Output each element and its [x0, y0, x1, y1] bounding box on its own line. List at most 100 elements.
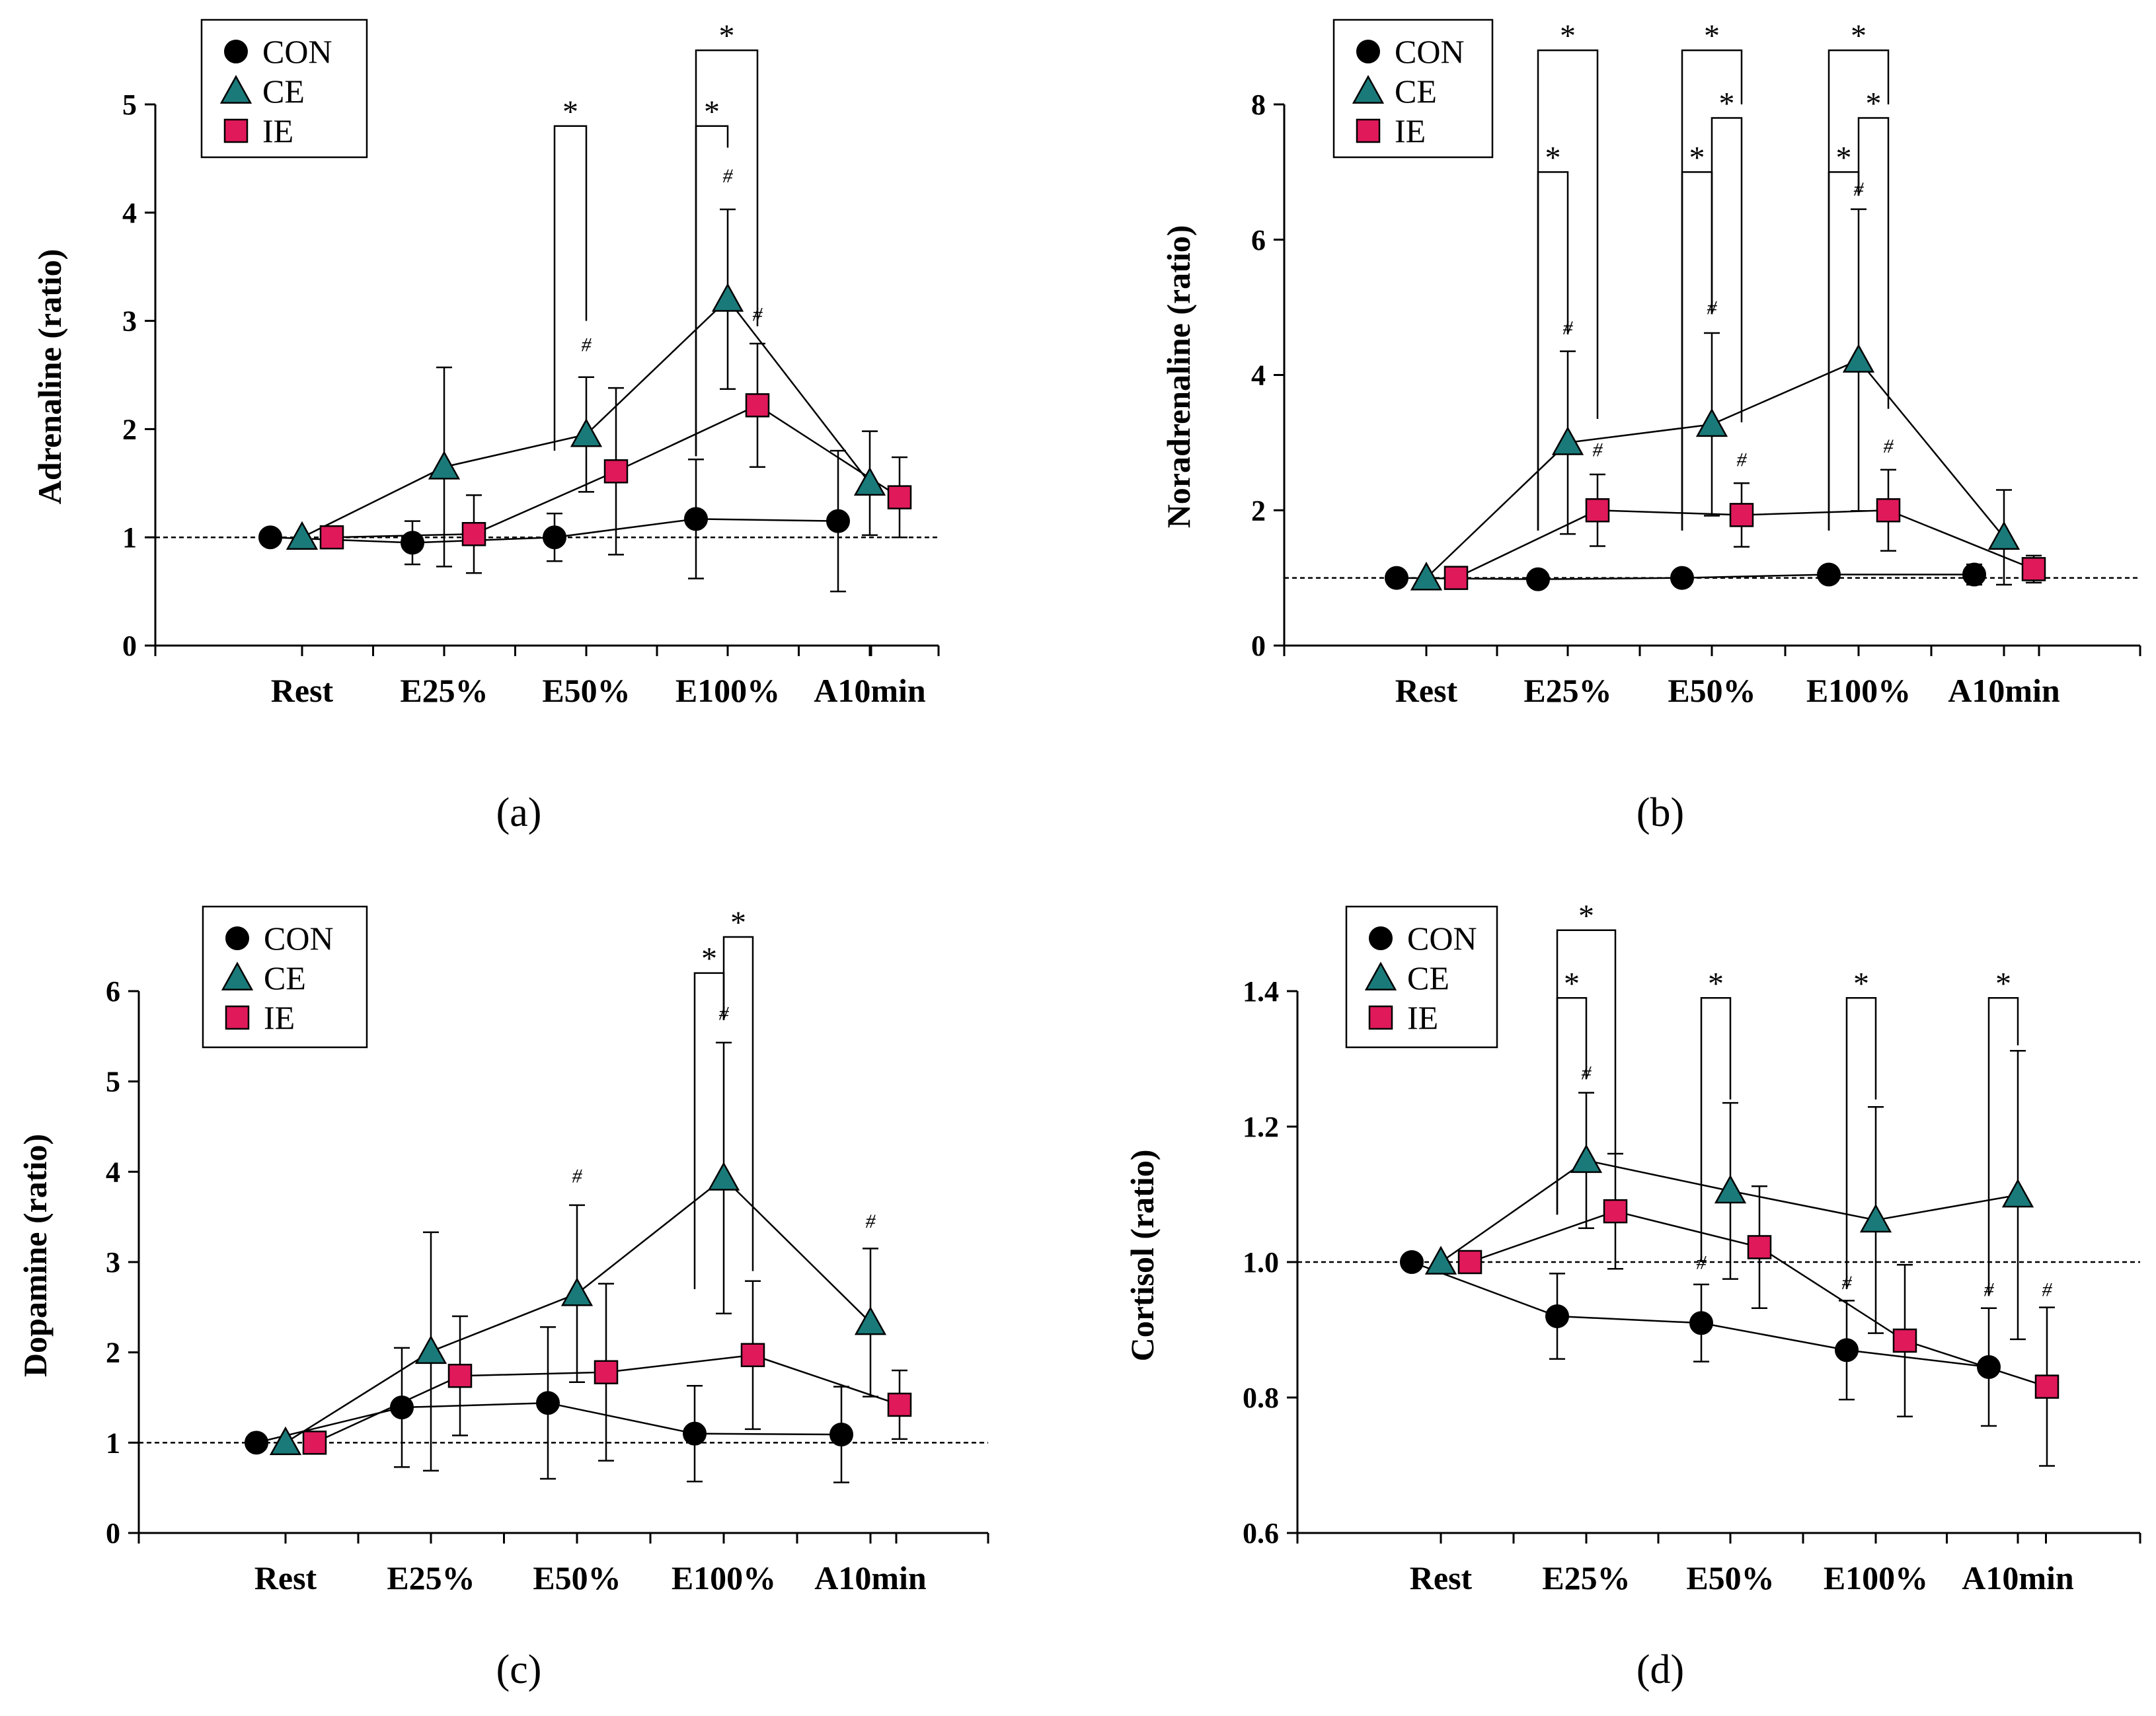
data-point-ie [1876, 498, 1901, 523]
data-point-ce [1570, 1144, 1603, 1174]
significance-star: * [704, 94, 720, 130]
y-tick-label: 1 [106, 1427, 120, 1459]
significance-bracket [1828, 171, 1860, 531]
significance-bracket [1987, 997, 2019, 1296]
y-tick-label: 5 [106, 1066, 120, 1098]
y-tick-label: 2 [122, 413, 137, 445]
x-tick-label-Rest: Rest [1395, 672, 1458, 709]
data-point-ie [1457, 1250, 1482, 1275]
significance-star: * [1866, 86, 1882, 121]
panel-d-cortisol: 0.6 0.8 1.0 1.2 1.4 Rest E25% E50% E100% A10min Co… [1124, 899, 2141, 1692]
panel-b-noradrenaline: 0 2 4 6 8 Rest E25% E50% E100% A10min Noradrenalin… [1160, 19, 2141, 835]
data-point-ie [740, 1343, 765, 1368]
y-tick-label: 1.0 [1243, 1246, 1279, 1279]
data-point-ce [1859, 1203, 1892, 1233]
data-point-ie [2034, 1374, 2060, 1399]
significance-star: * [1836, 140, 1852, 175]
panel-c-dopamine: 0 1 2 3 4 5 6 Rest E25% E50% E100% A10min Dopamine (… [17, 905, 989, 1692]
significance-hash: # [1697, 1251, 1707, 1273]
data-point-ce [1551, 426, 1584, 455]
y-tick-label: 5 [122, 89, 137, 121]
significance-hash: # [866, 1211, 876, 1232]
significance-bracket [1700, 997, 1732, 1262]
y-tick-label: 3 [106, 1246, 120, 1279]
x-tick-label-A10min: A10min [1962, 1559, 2074, 1596]
panel-caption: (b) [1636, 790, 1684, 835]
data-point-ce [1842, 344, 1875, 373]
x-tick-label-E25%: E25% [1523, 672, 1611, 709]
data-point-ie [1585, 498, 1610, 523]
significance-hash: # [723, 165, 734, 187]
data-point-ce [2001, 1178, 2034, 1208]
significance-star: * [562, 94, 578, 130]
data-point-ce [854, 1306, 887, 1335]
data-point-con [826, 509, 850, 533]
legend-marker-ie [225, 1005, 250, 1030]
legend-label-con: CON [1395, 33, 1465, 70]
data-point-ie [461, 522, 486, 546]
significance-star: * [1704, 19, 1720, 54]
x-tick-label-E25%: E25% [1542, 1559, 1630, 1596]
legend-marker-con [1369, 926, 1393, 950]
data-point-ie [1747, 1235, 1772, 1259]
legend-marker-ce [1364, 961, 1397, 990]
panel-caption: (c) [496, 1647, 542, 1692]
y-tick-label: 2 [106, 1337, 120, 1369]
significance-bracket [1537, 49, 1599, 531]
y-tick-label: 4 [106, 1156, 120, 1188]
significance-star: * [701, 942, 717, 977]
significance-star: * [1564, 966, 1580, 1001]
data-point-con [390, 1396, 414, 1420]
significance-star: * [1995, 966, 2011, 1001]
data-point-ie [319, 525, 344, 550]
significance-bracket [553, 125, 588, 451]
x-tick-label-Rest: Rest [254, 1559, 317, 1596]
data-point-con [1817, 562, 1841, 587]
significance-star: * [719, 19, 735, 54]
data-point-con [1385, 566, 1408, 590]
significance-star: * [730, 905, 746, 940]
data-point-ce [711, 283, 744, 312]
significance-bracket [1556, 997, 1588, 1215]
x-tick-label-E25%: E25% [400, 672, 488, 709]
data-point-ce [286, 521, 319, 550]
y-tick-label: 0 [122, 630, 137, 662]
significance-hash: # [1737, 449, 1748, 471]
series-line-ce [1440, 1159, 2019, 1263]
y-tick-label: 0 [1251, 630, 1266, 662]
data-point-ce [1714, 1174, 1747, 1204]
data-point-con [401, 531, 424, 555]
significance-hash: # [2042, 1279, 2053, 1300]
legend-marker-con [224, 40, 248, 63]
data-point-ce [1695, 408, 1728, 437]
y-tick-label: 0.6 [1243, 1517, 1279, 1549]
data-point-con [543, 525, 566, 550]
data-point-con [683, 1421, 707, 1446]
legend-marker-ce [219, 75, 252, 104]
significance-star: * [1578, 899, 1594, 934]
data-point-ie [594, 1360, 619, 1384]
data-point-con [684, 507, 708, 531]
data-point-con [1962, 562, 1986, 587]
significance-hash: # [1884, 435, 1894, 457]
significance-bracket [1681, 171, 1713, 531]
data-point-ce [1410, 562, 1443, 591]
y-tick-label: 4 [1251, 359, 1266, 392]
data-point-ie [447, 1363, 473, 1388]
x-tick-label-E100%: E100% [672, 1559, 776, 1596]
y-tick-label: 6 [1251, 224, 1266, 256]
x-tick-label-Rest: Rest [271, 672, 334, 709]
y-tick-label: 1 [122, 521, 137, 554]
legend-marker-ce [1352, 75, 1385, 104]
significance-star: * [1560, 19, 1576, 54]
y-axis-title: Adrenaline (ratio) [31, 249, 68, 505]
data-point-ce [853, 466, 886, 496]
data-point-con [1545, 1304, 1569, 1328]
significance-bracket [1681, 49, 1743, 531]
data-point-ie [302, 1431, 327, 1455]
legend-marker-con [1356, 40, 1380, 63]
y-tick-label: 8 [1251, 89, 1266, 121]
y-axis-title: Dopamine (ratio) [17, 1134, 54, 1377]
legend-marker-ie [1368, 1005, 1393, 1030]
